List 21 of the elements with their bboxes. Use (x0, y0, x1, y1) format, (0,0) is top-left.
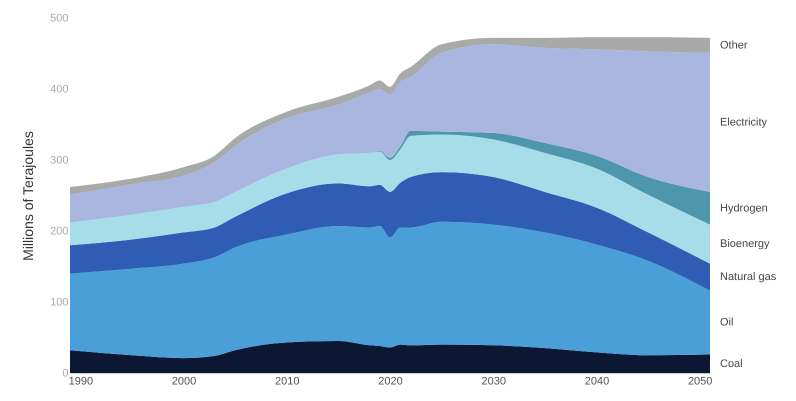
y-axis-title: Millions of Terajoules (20, 131, 36, 261)
series-label: Other (720, 39, 748, 52)
series-label: Oil (720, 316, 734, 329)
x-tick-label: 1990 (68, 376, 94, 388)
y-tick-label: 100 (50, 296, 68, 308)
x-tick-label: 2050 (688, 376, 712, 388)
y-tick-label: 200 (50, 226, 68, 238)
x-tick-label: 2020 (378, 376, 403, 388)
series-label: Coal (720, 358, 743, 370)
y-tick-label: 500 (50, 12, 68, 24)
y-tick-label: 400 (50, 84, 68, 96)
x-tick-label: 2030 (481, 376, 506, 388)
series-label: Bioenergy (720, 238, 770, 250)
x-tick-label: 2010 (275, 376, 300, 388)
x-tick-label: 2000 (172, 376, 196, 388)
y-tick-label: 300 (50, 154, 68, 166)
series-label: Hydrogen (720, 202, 768, 214)
series-label: Electricity (720, 116, 768, 128)
y-tick-label: 0 (62, 368, 68, 380)
series-label: Natural gas (720, 271, 777, 284)
x-tick-label: 2040 (584, 376, 610, 388)
